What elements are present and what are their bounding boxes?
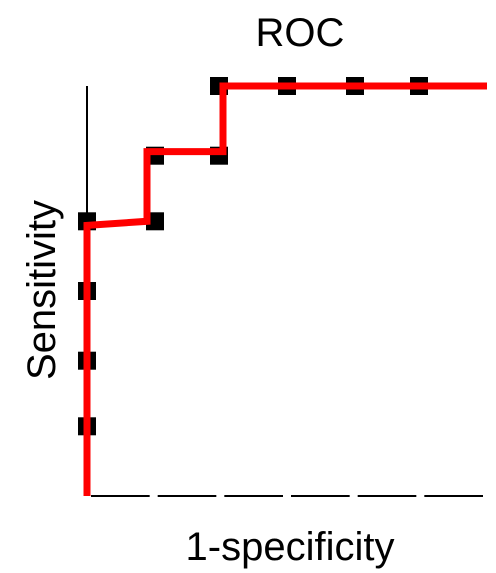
chart-title: ROC <box>256 11 345 55</box>
roc-curve <box>83 82 487 496</box>
y-axis-label: Sensitivity <box>20 200 64 380</box>
x-axis-label: 1-specificity <box>186 525 395 569</box>
data-points <box>78 77 428 436</box>
roc-curve-layer <box>83 82 487 496</box>
